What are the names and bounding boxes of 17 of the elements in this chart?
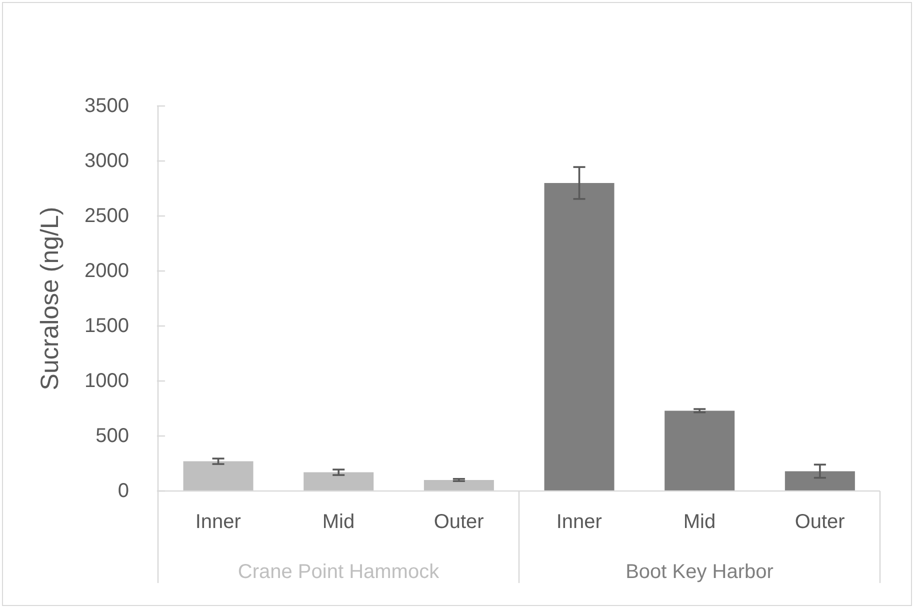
x-tick-label: Outer <box>434 511 484 533</box>
y-tick-label: 2500 <box>84 205 129 227</box>
x-tick-label: Mid <box>322 511 355 533</box>
y-tick-label: 500 <box>96 425 129 447</box>
x-tick-label: Mid <box>683 511 716 533</box>
x-tick-label: Outer <box>794 511 846 533</box>
y-axis-title: Sucralose (ng/L) <box>36 206 64 390</box>
x-tick-label: Inner <box>195 511 242 533</box>
y-tick-label: 2000 <box>84 260 129 282</box>
text: Crane Point Hammock <box>238 561 440 583</box>
text: Boot Key Harbor <box>626 561 774 583</box>
y-tick-label: 1000 <box>84 370 129 392</box>
y-tick-label: 0 <box>118 480 129 502</box>
y-tick-label: 1500 <box>84 315 129 337</box>
x-tick-label: Inner <box>556 511 602 533</box>
y-tick-label: 3500 <box>84 95 129 117</box>
y-tick-label: 3000 <box>84 150 129 172</box>
